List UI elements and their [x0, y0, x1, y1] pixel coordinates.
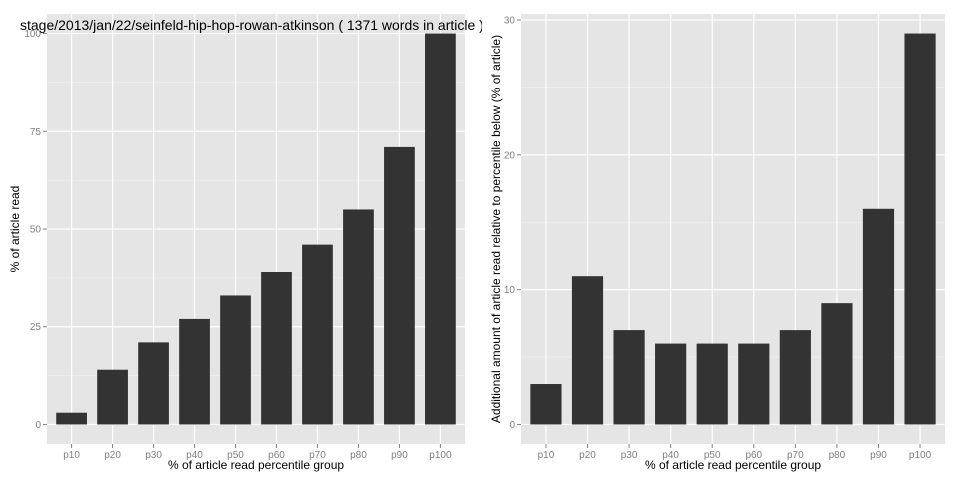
bar-p40	[655, 343, 687, 425]
bar-p50	[696, 343, 728, 425]
bar-p100	[904, 33, 936, 425]
y-tick-label: 0	[35, 420, 41, 431]
x-tick-label: p10	[63, 450, 80, 461]
x-tick-label: p80	[829, 450, 846, 461]
x-tick-label: p100	[909, 450, 932, 461]
y-tick-label: 10	[504, 285, 516, 296]
left-y-axis-title: % of article read	[8, 186, 22, 273]
bar-p90	[862, 208, 895, 425]
x-tick-label: p20	[104, 450, 121, 461]
y-tick-label: 100	[24, 29, 41, 40]
y-tick-label: 30	[504, 16, 516, 27]
bar-p60	[261, 272, 292, 425]
bar-p10	[530, 384, 562, 425]
bar-p40	[179, 318, 210, 425]
left-x-axis-title: % of article read percentile group	[168, 458, 344, 472]
x-tick-label: p100	[429, 450, 452, 461]
right-y-tick-labels: 0 10 20 30	[504, 16, 521, 431]
right-y-axis-title: Additional amount of article read relati…	[489, 35, 503, 423]
x-tick-label: p70	[309, 450, 326, 461]
bar-p20	[571, 276, 604, 425]
x-tick-label: p40	[186, 450, 203, 461]
y-tick-label: 50	[30, 225, 42, 236]
bar-p20	[97, 369, 128, 425]
right-bars	[530, 33, 936, 425]
x-tick-label: p90	[391, 450, 408, 461]
bar-p80	[821, 303, 853, 425]
x-tick-label: p50	[704, 450, 721, 461]
bar-p30	[613, 330, 645, 425]
x-tick-label: p60	[745, 450, 762, 461]
x-tick-label: p60	[268, 450, 285, 461]
bar-p50	[220, 295, 251, 425]
x-tick-label: p20	[579, 450, 596, 461]
x-tick-label: p30	[145, 450, 162, 461]
left-chart-title: stage/2013/jan/22/seinfeld-hip-hop-rowan…	[20, 17, 484, 33]
bar-p70	[302, 244, 333, 425]
bar-p70	[779, 330, 811, 425]
bar-p60	[738, 343, 770, 425]
bar-p80	[343, 209, 374, 425]
bar-p30	[138, 342, 169, 425]
x-tick-label: p10	[538, 450, 555, 461]
x-tick-label: p50	[227, 450, 244, 461]
y-tick-label: 75	[30, 127, 42, 138]
left-x-tick-labels: p10 p20 p30 p40 p50 p60 p70 p80 p90 p100	[63, 444, 452, 461]
x-tick-label: p90	[870, 450, 887, 461]
x-tick-label: p80	[350, 450, 367, 461]
bar-p10	[56, 412, 87, 425]
x-tick-label: p70	[787, 450, 804, 461]
left-y-tick-labels: 0 25 50 75 100	[24, 29, 47, 431]
y-tick-label: 0	[509, 420, 515, 431]
y-tick-label: 25	[30, 322, 42, 333]
left-bars	[56, 33, 456, 425]
right-x-tick-labels: p10 p20 p30 p40 p50 p60 p70 p80 p90 p100	[538, 444, 932, 461]
right-x-axis-title: % of article read percentile group	[645, 458, 821, 472]
bar-p90	[384, 146, 415, 425]
y-tick-label: 20	[504, 150, 516, 161]
x-tick-label: p40	[662, 450, 679, 461]
x-tick-label: p30	[621, 450, 638, 461]
bar-p100	[425, 33, 456, 425]
